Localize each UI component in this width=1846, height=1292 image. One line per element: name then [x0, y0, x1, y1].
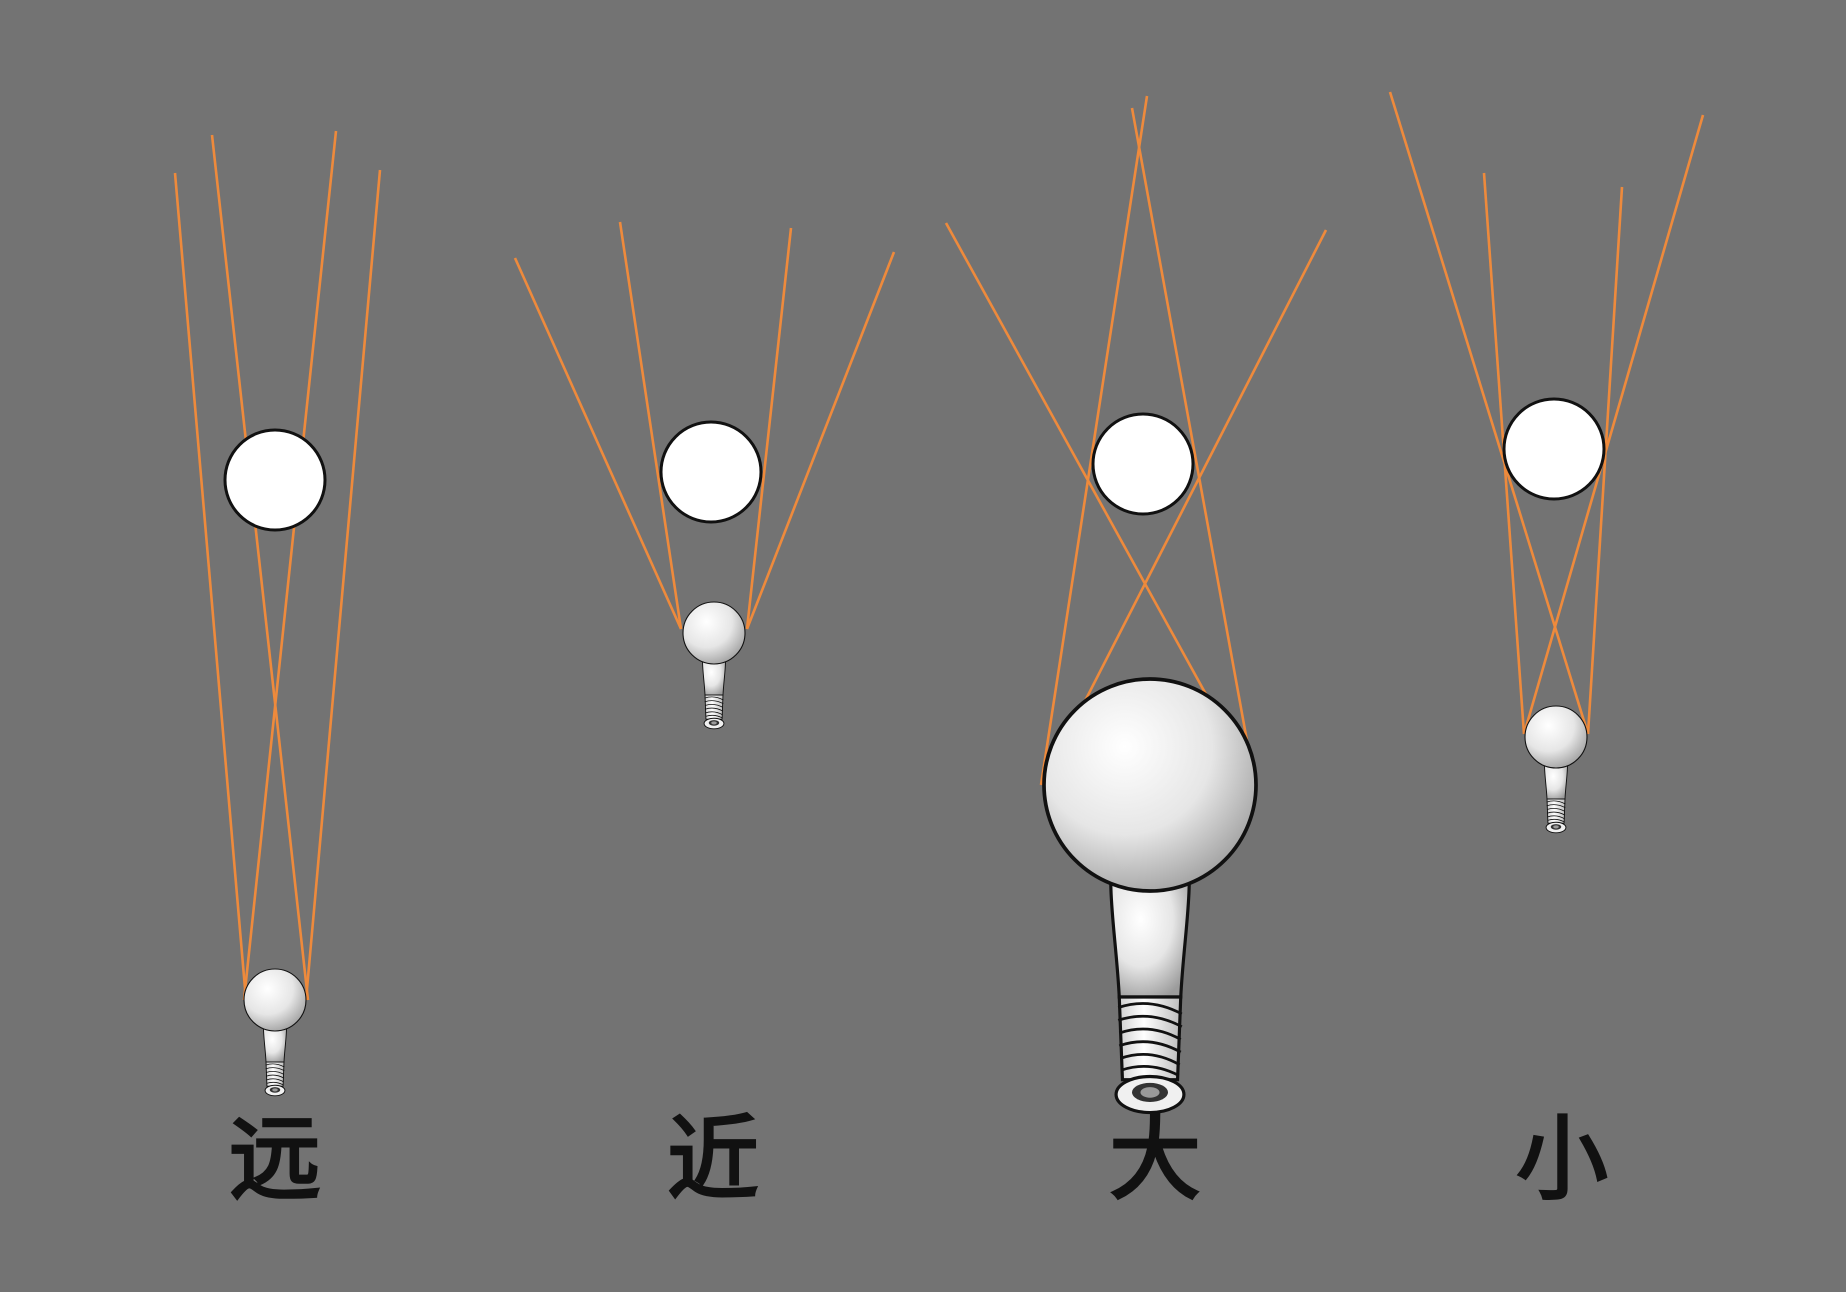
small-bulb-near [682, 601, 746, 730]
sphere-large [1091, 412, 1195, 516]
caption-small: 小 [1515, 1106, 1608, 1213]
panel-large [944, 95, 1328, 1115]
panel-small [1388, 91, 1705, 834]
sphere-small [1502, 397, 1606, 501]
caption-near: 近 [666, 1106, 759, 1213]
rays-large [944, 95, 1328, 786]
sphere-far [223, 428, 327, 532]
rays-near [513, 221, 896, 630]
panel-near [513, 221, 896, 730]
sphere-near [659, 420, 763, 524]
caption-far: 远 [228, 1106, 321, 1213]
rays-small [1388, 91, 1705, 735]
large-bulb [1042, 677, 1258, 1115]
small-bulb [1524, 705, 1588, 834]
caption-large: 大 [1108, 1106, 1201, 1213]
rays-far [173, 130, 382, 1001]
panel-far [173, 130, 382, 1097]
small-bulb-far [243, 968, 307, 1097]
